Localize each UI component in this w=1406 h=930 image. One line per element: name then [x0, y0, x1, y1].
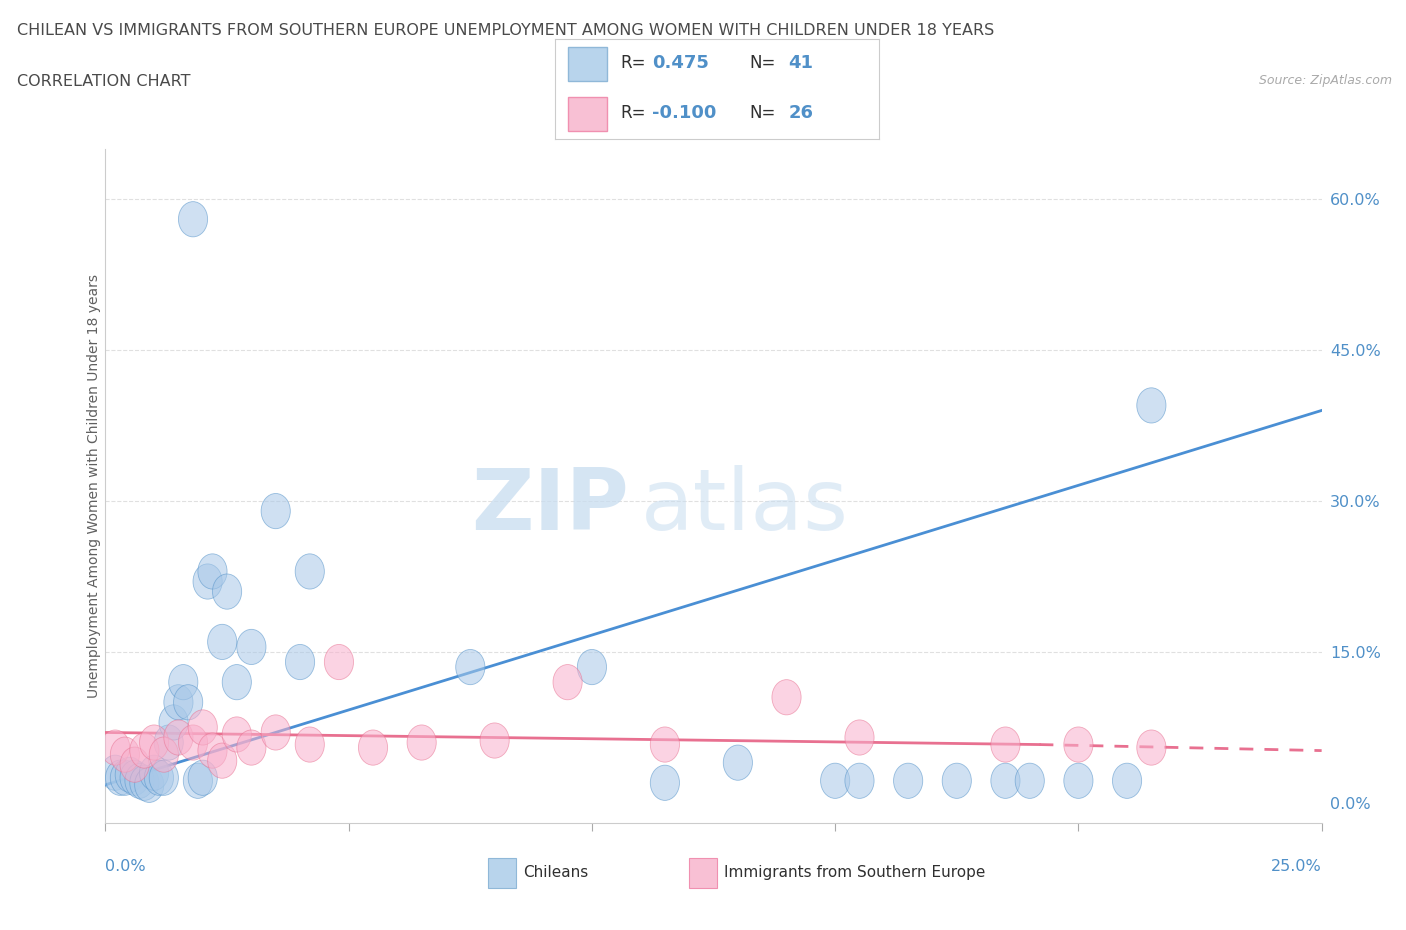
Ellipse shape	[236, 730, 266, 765]
Ellipse shape	[359, 730, 388, 765]
Text: -0.100: -0.100	[652, 104, 717, 123]
Ellipse shape	[179, 202, 208, 237]
Text: atlas: atlas	[641, 465, 849, 548]
Ellipse shape	[129, 765, 159, 801]
Ellipse shape	[188, 710, 218, 745]
Ellipse shape	[129, 733, 159, 768]
FancyBboxPatch shape	[568, 47, 607, 81]
FancyBboxPatch shape	[568, 98, 607, 131]
Text: 25.0%: 25.0%	[1271, 859, 1322, 874]
Ellipse shape	[553, 665, 582, 699]
Ellipse shape	[991, 727, 1019, 763]
Ellipse shape	[165, 684, 193, 720]
Ellipse shape	[139, 724, 169, 760]
Ellipse shape	[159, 705, 188, 740]
Ellipse shape	[173, 684, 202, 720]
Text: 26: 26	[789, 104, 813, 123]
Ellipse shape	[285, 644, 315, 680]
Ellipse shape	[1064, 727, 1092, 763]
Ellipse shape	[125, 764, 155, 798]
Ellipse shape	[894, 764, 922, 798]
Text: CORRELATION CHART: CORRELATION CHART	[17, 74, 190, 89]
Ellipse shape	[325, 644, 353, 680]
Ellipse shape	[222, 665, 252, 699]
Ellipse shape	[222, 717, 252, 752]
Ellipse shape	[208, 624, 236, 659]
Ellipse shape	[578, 649, 606, 684]
Ellipse shape	[115, 757, 145, 792]
Ellipse shape	[651, 765, 679, 801]
Ellipse shape	[991, 764, 1019, 798]
Ellipse shape	[262, 494, 290, 528]
Ellipse shape	[110, 737, 139, 772]
Ellipse shape	[845, 764, 875, 798]
Ellipse shape	[135, 767, 165, 803]
Ellipse shape	[408, 724, 436, 760]
Ellipse shape	[149, 737, 179, 772]
Ellipse shape	[183, 764, 212, 798]
Text: Immigrants from Southern Europe: Immigrants from Southern Europe	[724, 865, 986, 880]
Ellipse shape	[723, 745, 752, 780]
Ellipse shape	[110, 760, 139, 795]
Ellipse shape	[145, 760, 173, 795]
Text: 41: 41	[789, 54, 813, 73]
Text: R=: R=	[620, 104, 645, 123]
Ellipse shape	[198, 554, 228, 589]
Text: Source: ZipAtlas.com: Source: ZipAtlas.com	[1258, 74, 1392, 87]
Ellipse shape	[821, 764, 849, 798]
Ellipse shape	[1112, 764, 1142, 798]
Text: N=: N=	[749, 104, 776, 123]
Ellipse shape	[208, 743, 236, 778]
Ellipse shape	[262, 715, 290, 751]
Ellipse shape	[165, 720, 193, 755]
Ellipse shape	[1015, 764, 1045, 798]
Ellipse shape	[179, 724, 208, 760]
Ellipse shape	[139, 755, 169, 790]
Ellipse shape	[105, 760, 135, 795]
Ellipse shape	[236, 630, 266, 665]
Ellipse shape	[193, 564, 222, 599]
Ellipse shape	[1137, 388, 1166, 423]
Text: CHILEAN VS IMMIGRANTS FROM SOUTHERN EUROPE UNEMPLOYMENT AMONG WOMEN WITH CHILDRE: CHILEAN VS IMMIGRANTS FROM SOUTHERN EURO…	[17, 23, 994, 38]
Ellipse shape	[101, 730, 129, 765]
Ellipse shape	[1137, 730, 1166, 765]
Ellipse shape	[772, 680, 801, 715]
Text: N=: N=	[749, 54, 776, 73]
Ellipse shape	[212, 574, 242, 609]
Ellipse shape	[1064, 764, 1092, 798]
Ellipse shape	[149, 760, 179, 795]
Text: Chileans: Chileans	[523, 865, 588, 880]
Ellipse shape	[295, 727, 325, 763]
Text: 0.0%: 0.0%	[105, 859, 146, 874]
Ellipse shape	[456, 649, 485, 684]
Ellipse shape	[155, 724, 183, 760]
Text: R=: R=	[620, 54, 645, 73]
Ellipse shape	[188, 760, 218, 795]
Ellipse shape	[479, 723, 509, 758]
Ellipse shape	[845, 720, 875, 755]
Text: ZIP: ZIP	[471, 465, 628, 548]
Ellipse shape	[120, 747, 149, 782]
Ellipse shape	[295, 554, 325, 589]
Ellipse shape	[120, 760, 149, 795]
Text: 0.475: 0.475	[652, 54, 709, 73]
Ellipse shape	[198, 733, 228, 768]
Ellipse shape	[101, 755, 129, 790]
Y-axis label: Unemployment Among Women with Children Under 18 years: Unemployment Among Women with Children U…	[87, 274, 101, 698]
Ellipse shape	[651, 727, 679, 763]
Ellipse shape	[942, 764, 972, 798]
Ellipse shape	[169, 665, 198, 699]
